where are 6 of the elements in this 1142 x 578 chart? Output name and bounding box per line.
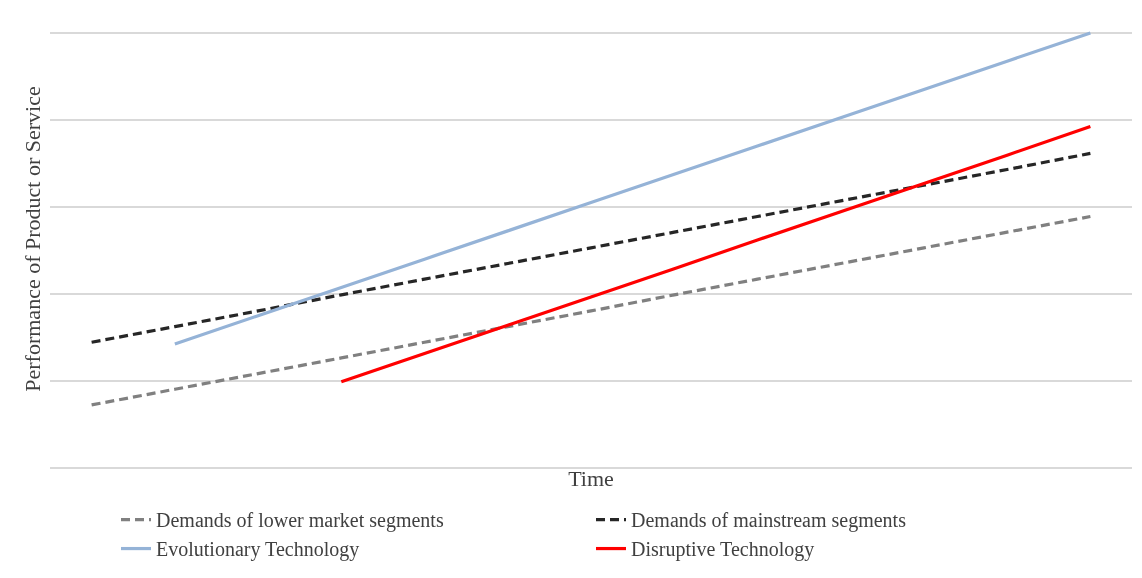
legend-label: Demands of lower market segments (156, 509, 444, 533)
x-axis-title: Time (568, 465, 614, 491)
y-axis-title: Performance of Product or Service (19, 86, 45, 392)
legend-label: Demands of mainstream segments (631, 509, 907, 533)
legend-label: Evolutionary Technology (156, 538, 360, 562)
legend-label: Disruptive Technology (631, 538, 815, 562)
